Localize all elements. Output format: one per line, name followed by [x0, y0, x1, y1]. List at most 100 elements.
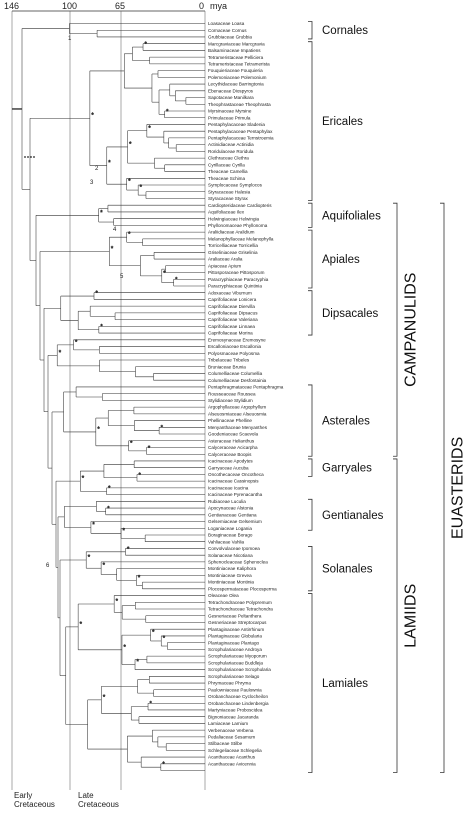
order-bracket: [308, 384, 313, 457]
taxon-label: Caprifoliaceae Dipsacus: [208, 310, 258, 315]
order-label: Gentianales: [322, 510, 384, 522]
support-asterisk: *: [95, 291, 98, 297]
clade-bracket: [393, 202, 398, 457]
support-asterisk: *: [97, 427, 100, 433]
tick-label-65: 65: [115, 1, 125, 11]
taxon-label: Caprifoliaceae Diervilla: [208, 304, 255, 309]
taxon-label: Verbenaceae Verbena: [208, 728, 254, 733]
support-asterisk: *: [123, 645, 126, 651]
node-label-1: 1: [68, 36, 72, 42]
taxon-label: Eremosynaceae Eremosyne: [208, 337, 266, 342]
taxon-label: Pentaphylacaceae Pentaphylax: [208, 129, 273, 134]
taxon-label: Sphenocleaceae Sphenoclea: [208, 560, 268, 565]
tick-label-100: 100: [62, 1, 77, 11]
support-asterisk: *: [108, 161, 111, 167]
node-label-6: 6: [46, 563, 50, 569]
taxon-label: Plantaginaceae Plantago: [208, 640, 260, 645]
taxon-label: Symplocaceae Symplocos: [208, 183, 263, 188]
taxon-label: Garryaceae Aucuba: [208, 465, 249, 470]
taxon-label: Bruniaceae Brunia: [208, 364, 246, 369]
support-asterisk: *: [152, 630, 155, 636]
taxon-label: Caprifoliaceae Morina: [208, 331, 253, 336]
order-label: Asterales: [322, 416, 370, 428]
taxon-label: Roridulaceae Roridula: [208, 149, 254, 154]
taxon-label: Araliidiaceae Aralidium: [208, 230, 255, 235]
taxon-label: Grubbiaceae Grubbia: [208, 35, 252, 40]
taxon-label: Orobanchaceae Cyclocheilon: [208, 694, 268, 699]
support-asterisk: *: [111, 246, 114, 252]
taxon-label: Boraginaceae Borago: [208, 533, 253, 538]
taxon-label: Paracryphiaceae Paracryphia: [208, 277, 269, 282]
taxon-label: Styracaceae Styrax: [208, 196, 249, 201]
taxon-label: Rubiaceae Luculia: [208, 499, 246, 504]
taxon-label: Menyanthaceae Menyanthes: [208, 425, 268, 430]
taxon-label: Theophrastaceae Theophrasta: [208, 102, 271, 107]
taxon-label: Calyceraceae Acicarpha: [208, 445, 258, 450]
taxon-label: Caprifoliaceae Linnaea: [208, 324, 255, 329]
taxon-label: Caprifoliaceae Valeriana: [208, 317, 258, 322]
taxon-label: Ebenaceae Diospyros: [208, 88, 254, 93]
taxon-label: Cardiopteridaceae Cardiopteris: [208, 203, 272, 208]
taxon-label: Scrophulariaceae Myoporum: [208, 654, 267, 659]
support-asterisk: *: [163, 271, 166, 277]
taxon-label: Torricelliaceae Torricellia: [208, 243, 258, 248]
taxon-label: Solanaceae Nicotiana: [208, 553, 253, 558]
taxon-label: Apocynaceae Alstonia: [208, 506, 254, 511]
support-asterisk: *: [161, 426, 164, 432]
support-asterisk: *: [130, 441, 133, 447]
order-label: Apiales: [322, 254, 360, 266]
support-asterisk: *: [140, 185, 143, 191]
support-asterisk: *: [163, 636, 166, 642]
taxon-label: Montiniaceae Kaliphora: [208, 566, 256, 571]
taxon-label: Plantaginaceae Globularia: [208, 634, 262, 639]
order-label: Ericales: [322, 116, 363, 128]
taxon-label: Columelliaceae Desfontainia: [208, 378, 267, 383]
support-asterisk: *: [145, 42, 148, 48]
support-asterisk: *: [107, 506, 110, 512]
taxon-label: Pedaliaceae Sesamum: [208, 734, 255, 739]
support-asterisk: *: [92, 522, 95, 528]
support-asterisk: *: [137, 660, 140, 666]
order-bracket: [308, 546, 313, 592]
taxon-label: Pentaphylacaceae Sladenia: [208, 122, 265, 127]
clade-label: CAMPANULIDS: [402, 273, 419, 387]
taxon-label: Caprifoliaceae Lonicera: [208, 297, 257, 302]
tick-label-146: 146: [4, 1, 19, 11]
taxon-label: Polyosmaceae Polyosma: [208, 351, 260, 356]
support-asterisk: *: [82, 476, 85, 482]
order-label: Dipsacales: [322, 308, 378, 320]
order-bracket: [308, 290, 313, 336]
support-asterisk: *: [150, 702, 153, 708]
taxon-label: Gesneriaceae Streptocarpus: [208, 620, 267, 625]
taxon-label: Marcgraviaceae Marcgravia: [208, 41, 265, 46]
taxon-label: Polemoniaceae Polemonium: [208, 75, 267, 80]
taxon-label: Myrsinaceae Myrsine: [208, 109, 252, 114]
taxon-label: Icacinaceae Pyrenacantha: [208, 492, 263, 497]
taxon-label: Phyllonomaceae Phyllonoma: [208, 223, 268, 228]
order-label: Aquifoliales: [322, 210, 381, 222]
support-asterisk: *: [138, 473, 141, 479]
order-bracket: [308, 202, 313, 228]
taxon-label: Melanophyllaceae Melanophylla: [208, 236, 274, 241]
order-bracket: [308, 593, 313, 773]
taxon-label: Vahliaceae Vahlia: [208, 539, 245, 544]
taxon-label: Rousseaceae Roussea: [208, 391, 256, 396]
taxon-label: Montiniaceae Montinia: [208, 580, 254, 585]
taxon-label: Gelsemiaceae Gelsemium: [208, 519, 262, 524]
support-asterisk: *: [148, 446, 151, 452]
taxon-label: Montiniaceae Grevea: [208, 573, 252, 578]
period-early-line2: Cretaceous: [14, 800, 55, 809]
node-label-2: 2: [95, 166, 99, 172]
node-label-5: 5: [120, 274, 124, 280]
taxon-label: Schlegeliaceae Schlegelia: [208, 748, 262, 753]
support-asterisk: *: [59, 350, 62, 356]
taxon-label: Adoxaceae Viburnum: [208, 290, 252, 295]
order-bracket: [308, 21, 313, 40]
support-asterisk: *: [100, 325, 103, 331]
taxon-label: Gesneriaceae Peltanthera: [208, 613, 262, 618]
taxon-label: Pentaphylacaceae Ternstroemia: [208, 136, 274, 141]
taxon-label: Gentianaceae Gentiana: [208, 512, 257, 517]
tree-branches: * * * * * * * * * * * * * * * * * * * * * * * * * * * * * * * * * * * * * * * *: [12, 23, 205, 771]
node-markers: 1 2 3 4 5 6: [24, 36, 124, 569]
tick-label-0: 0: [199, 1, 204, 11]
